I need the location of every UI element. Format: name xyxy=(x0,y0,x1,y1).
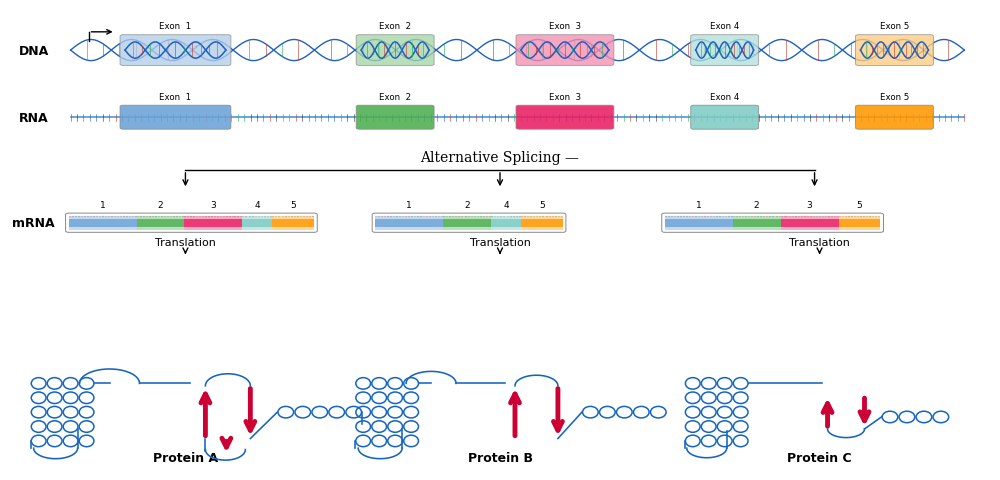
FancyBboxPatch shape xyxy=(691,36,759,66)
FancyBboxPatch shape xyxy=(375,219,443,227)
Text: Exon 5: Exon 5 xyxy=(880,23,909,31)
FancyBboxPatch shape xyxy=(521,216,563,230)
FancyBboxPatch shape xyxy=(839,216,880,230)
Text: 4: 4 xyxy=(503,201,509,210)
Text: 2: 2 xyxy=(754,201,759,210)
Text: DNA: DNA xyxy=(19,45,49,58)
Text: Exon  3: Exon 3 xyxy=(549,93,581,102)
FancyBboxPatch shape xyxy=(856,106,933,130)
Text: Protein C: Protein C xyxy=(787,451,852,464)
Text: Alternative Splicing —: Alternative Splicing — xyxy=(421,151,579,165)
Text: 5: 5 xyxy=(857,201,862,210)
FancyBboxPatch shape xyxy=(137,216,184,230)
Text: Protein A: Protein A xyxy=(153,451,218,464)
FancyBboxPatch shape xyxy=(272,219,314,227)
FancyBboxPatch shape xyxy=(781,219,839,227)
Text: Exon 5: Exon 5 xyxy=(880,93,909,102)
FancyBboxPatch shape xyxy=(516,106,614,130)
FancyBboxPatch shape xyxy=(356,36,434,66)
Text: Exon 4: Exon 4 xyxy=(710,23,739,31)
FancyBboxPatch shape xyxy=(443,216,491,230)
Text: 4: 4 xyxy=(255,201,260,210)
FancyBboxPatch shape xyxy=(781,216,839,230)
Text: Exon  1: Exon 1 xyxy=(159,23,192,31)
FancyBboxPatch shape xyxy=(120,36,231,66)
Text: RNA: RNA xyxy=(19,111,48,124)
FancyBboxPatch shape xyxy=(69,216,137,230)
FancyBboxPatch shape xyxy=(356,106,434,130)
FancyBboxPatch shape xyxy=(521,219,563,227)
FancyBboxPatch shape xyxy=(184,216,242,230)
FancyBboxPatch shape xyxy=(491,216,521,230)
Text: Protein B: Protein B xyxy=(468,451,532,464)
Text: 2: 2 xyxy=(464,201,470,210)
Text: 5: 5 xyxy=(290,201,296,210)
FancyBboxPatch shape xyxy=(242,216,272,230)
FancyBboxPatch shape xyxy=(839,219,880,227)
Text: 1: 1 xyxy=(406,201,412,210)
FancyBboxPatch shape xyxy=(184,219,242,227)
FancyBboxPatch shape xyxy=(516,36,614,66)
FancyBboxPatch shape xyxy=(856,36,933,66)
Text: 1: 1 xyxy=(100,201,105,210)
Text: 2: 2 xyxy=(158,201,163,210)
FancyBboxPatch shape xyxy=(733,219,781,227)
Text: Exon  2: Exon 2 xyxy=(379,23,411,31)
Text: Translation: Translation xyxy=(470,238,530,247)
Text: 3: 3 xyxy=(807,201,812,210)
Text: Exon 4: Exon 4 xyxy=(710,93,739,102)
FancyBboxPatch shape xyxy=(665,219,733,227)
Text: 3: 3 xyxy=(211,201,216,210)
FancyBboxPatch shape xyxy=(137,219,184,227)
Text: Exon  2: Exon 2 xyxy=(379,93,411,102)
FancyBboxPatch shape xyxy=(665,216,733,230)
FancyBboxPatch shape xyxy=(272,216,314,230)
Text: Exon  1: Exon 1 xyxy=(159,93,192,102)
Text: Translation: Translation xyxy=(789,238,850,247)
FancyBboxPatch shape xyxy=(733,216,781,230)
Text: mRNA: mRNA xyxy=(12,217,55,230)
Text: Translation: Translation xyxy=(155,238,216,247)
FancyBboxPatch shape xyxy=(491,219,521,227)
FancyBboxPatch shape xyxy=(69,219,137,227)
Text: 1: 1 xyxy=(696,201,702,210)
Text: 5: 5 xyxy=(539,201,545,210)
Text: Exon  3: Exon 3 xyxy=(549,23,581,31)
FancyBboxPatch shape xyxy=(120,106,231,130)
FancyBboxPatch shape xyxy=(375,216,443,230)
FancyBboxPatch shape xyxy=(691,106,759,130)
FancyBboxPatch shape xyxy=(242,219,272,227)
FancyBboxPatch shape xyxy=(443,219,491,227)
